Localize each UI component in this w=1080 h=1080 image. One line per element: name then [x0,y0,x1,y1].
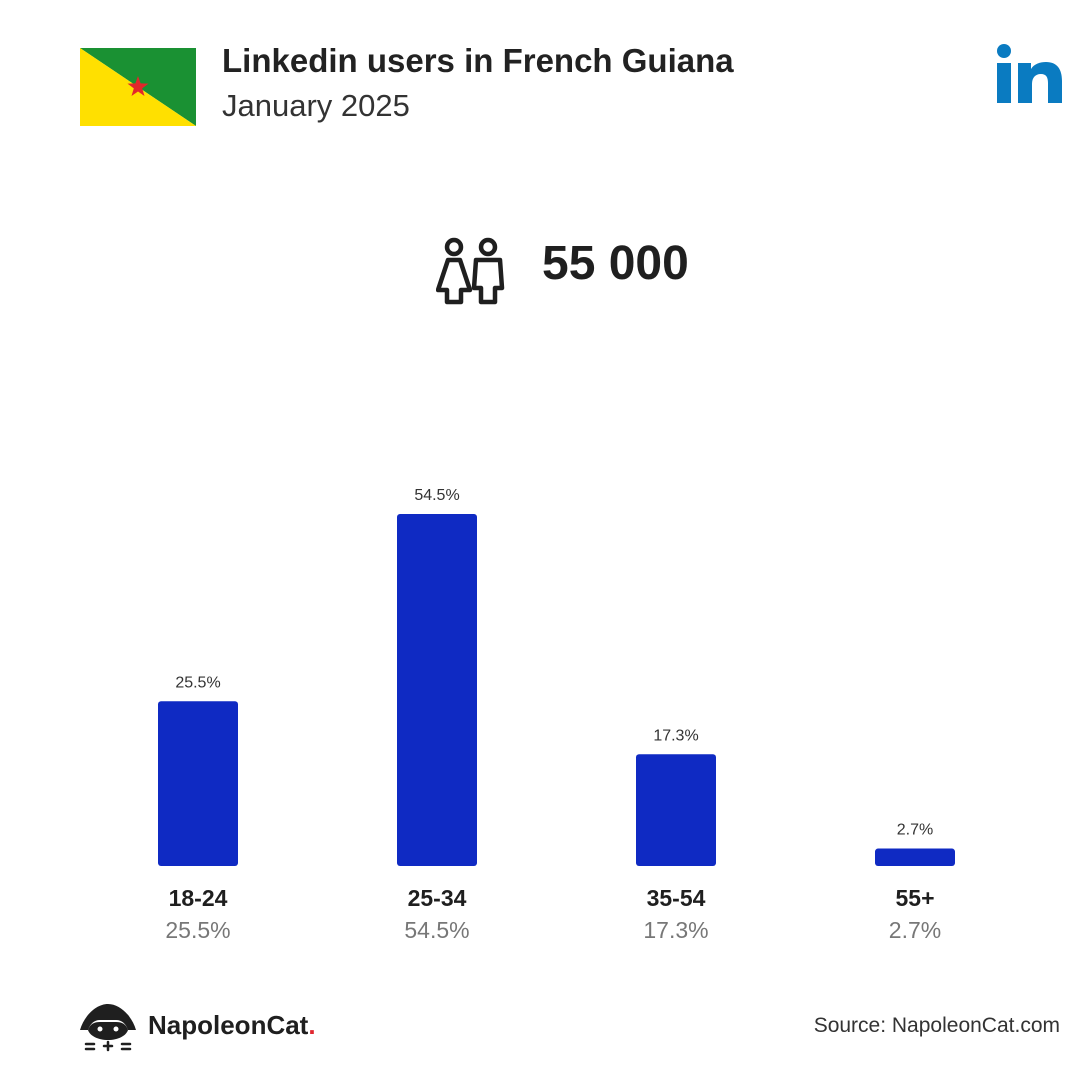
category-label-18-24: 18-24 [169,885,228,911]
bar-value-label-25-34: 54.5% [414,487,459,504]
flag-star-icon [127,76,149,96]
napoleoncat-brand: NapoleonCat. [78,1000,338,1052]
category-label-35-54: 35-54 [647,885,706,911]
category-percent-25-34: 54.5% [404,917,469,943]
category-label-25-34: 25-34 [408,885,467,911]
category-label-55: 55+ [895,885,934,911]
total-users-count: 55 000 [542,237,689,290]
bar-value-label-55: 2.7% [897,822,933,839]
linkedin-icon [997,44,1062,103]
bar-value-label-18-24: 25.5% [175,674,220,691]
bar-value-label-35-54: 17.3% [653,727,698,744]
french-guiana-flag [80,48,196,126]
bar-55 [875,848,955,866]
napoleoncat-logo-icon [80,1004,136,1052]
category-percent-18-24: 25.5% [165,917,230,943]
page-title: Linkedin users in French Guiana [222,42,734,79]
source-credit: Source: NapoleonCat.com [813,1014,1060,1037]
bar-18-24 [158,701,238,866]
bar-25-34 [397,514,477,866]
brand-name: NapoleonCat. [148,1010,316,1040]
bar-35-54 [636,754,716,866]
category-percent-55: 2.7% [889,917,941,943]
brand-dot: . [308,1010,316,1040]
users-icon [436,237,505,305]
page-subtitle: January 2025 [222,88,410,123]
category-percent-35-54: 17.3% [643,917,708,943]
